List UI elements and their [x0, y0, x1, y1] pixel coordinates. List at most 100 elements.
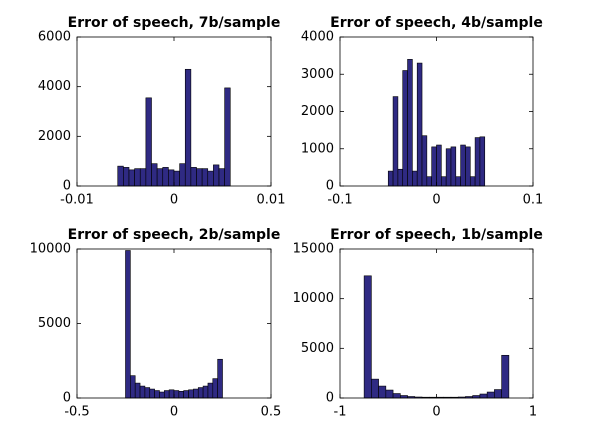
y-tick-label: 1000: [301, 141, 334, 156]
y-tick-label: 0: [63, 179, 71, 194]
axes-box: [76, 248, 272, 399]
bar: [455, 176, 461, 187]
bar: [134, 382, 141, 399]
title: Error of speech, 7b/sample: [68, 15, 281, 31]
subplot: Error of speech, 1b/sample-1 0 10500010000…: [293, 227, 543, 420]
y-tick-label: 6000: [38, 30, 71, 45]
x-tick-label: 0: [432, 193, 440, 208]
bar: [151, 163, 158, 187]
bar: [197, 387, 204, 399]
bar: [184, 68, 192, 187]
bar: [183, 390, 189, 399]
bar: [441, 176, 447, 187]
x-tick-label: -0.01: [60, 193, 94, 208]
y-tick-label: 0: [63, 391, 71, 406]
x-tick-label: -0.1: [327, 193, 352, 208]
bar: [154, 390, 160, 399]
bar: [178, 390, 185, 399]
bar: [213, 164, 220, 187]
bar: [149, 388, 155, 399]
bar: [397, 168, 404, 187]
bar: [371, 378, 379, 399]
x-tick-label: -0.5: [64, 405, 89, 420]
bar: [416, 62, 423, 187]
x-tick-label: 0: [170, 405, 178, 420]
bar: [188, 389, 194, 399]
bar: [450, 146, 457, 187]
y-tick-label: 4000: [38, 79, 71, 94]
x-tick-label: -1: [334, 405, 347, 420]
y-tick-label: 0: [326, 391, 334, 406]
y-tick-label: 10000: [293, 291, 334, 306]
bar: [436, 144, 442, 187]
bar: [168, 389, 175, 399]
title: Error of speech, 4b/sample: [330, 15, 543, 31]
bar: [168, 169, 175, 187]
y-tick-label: 5000: [301, 341, 334, 356]
bar: [159, 391, 165, 399]
bar: [407, 59, 413, 187]
bar: [426, 176, 432, 187]
bar: [431, 146, 437, 187]
bar: [196, 168, 203, 187]
y-tick-label: 5000: [38, 316, 71, 331]
bar: [144, 387, 151, 399]
bar: [378, 385, 387, 399]
bar: [130, 375, 136, 399]
bar: [402, 70, 408, 187]
x-tick-label: 0: [170, 193, 178, 208]
bar: [392, 96, 399, 187]
bar: [224, 87, 231, 187]
bar: [179, 163, 186, 187]
bar: [193, 388, 199, 399]
bar: [128, 169, 135, 187]
bar: [465, 146, 471, 187]
bar: [207, 382, 214, 399]
bar: [164, 390, 170, 399]
bar: [421, 135, 428, 187]
bar: [363, 275, 372, 399]
bar: [139, 385, 146, 399]
bar: [190, 167, 197, 187]
bar: [156, 168, 164, 187]
bar: [212, 378, 218, 399]
bar: [412, 170, 418, 187]
bar: [479, 393, 488, 399]
bar: [494, 389, 502, 399]
y-tick-label: 2000: [301, 104, 334, 119]
bar: [486, 391, 495, 399]
axes-box: [76, 36, 272, 187]
y-tick-label: 4000: [301, 30, 334, 45]
bar: [501, 354, 510, 399]
bar: [387, 170, 394, 187]
bar: [173, 170, 180, 187]
bar: [123, 167, 130, 187]
y-tick-label: 3000: [301, 67, 334, 82]
subplot: Error of speech, 2b/sample-0.5 0 0.5050001…: [30, 227, 282, 420]
y-tick-label: 0: [326, 179, 334, 194]
bar: [202, 385, 209, 399]
bar: [392, 393, 401, 399]
subplot: Error of speech, 4b/sample-0.1 0 0.1010002…: [301, 15, 543, 208]
bar: [201, 168, 209, 187]
x-tick-label: 0: [432, 405, 440, 420]
x-tick-label: 0.1: [523, 193, 544, 208]
bar: [162, 167, 169, 187]
bar: [469, 176, 476, 187]
bar: [139, 168, 147, 187]
bar: [385, 389, 394, 399]
bar: [218, 168, 225, 187]
y-tick-label: 2000: [38, 129, 71, 144]
y-tick-label: 15000: [293, 242, 334, 257]
x-tick-label: 0.01: [257, 193, 286, 208]
bar: [145, 97, 152, 187]
title: Error of speech, 2b/sample: [68, 227, 281, 243]
bar: [479, 136, 486, 187]
bar: [217, 358, 223, 399]
bar: [460, 144, 466, 187]
bar: [173, 390, 180, 399]
x-tick-label: 0.5: [261, 405, 282, 420]
title: Error of speech, 1b/sample: [330, 227, 543, 243]
x-tick-label: 1: [529, 405, 537, 420]
